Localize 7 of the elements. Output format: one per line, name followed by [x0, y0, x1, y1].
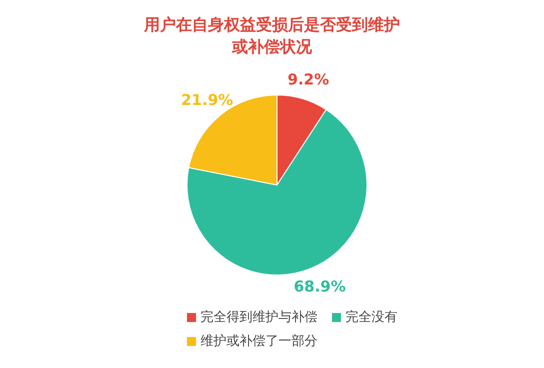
legend-label: 完全没有 [346, 309, 398, 326]
chart-title: 用户在自身权益受损后是否受到维护或补偿状况 [142, 14, 401, 58]
legend-label: 维护或补偿了一部分 [200, 333, 318, 350]
data-label: 68.9% [294, 277, 346, 296]
data-label: 21.9% [181, 91, 234, 110]
legend-label: 完全得到维护与补偿 [200, 309, 318, 326]
data-label: 9.2% [288, 70, 330, 89]
